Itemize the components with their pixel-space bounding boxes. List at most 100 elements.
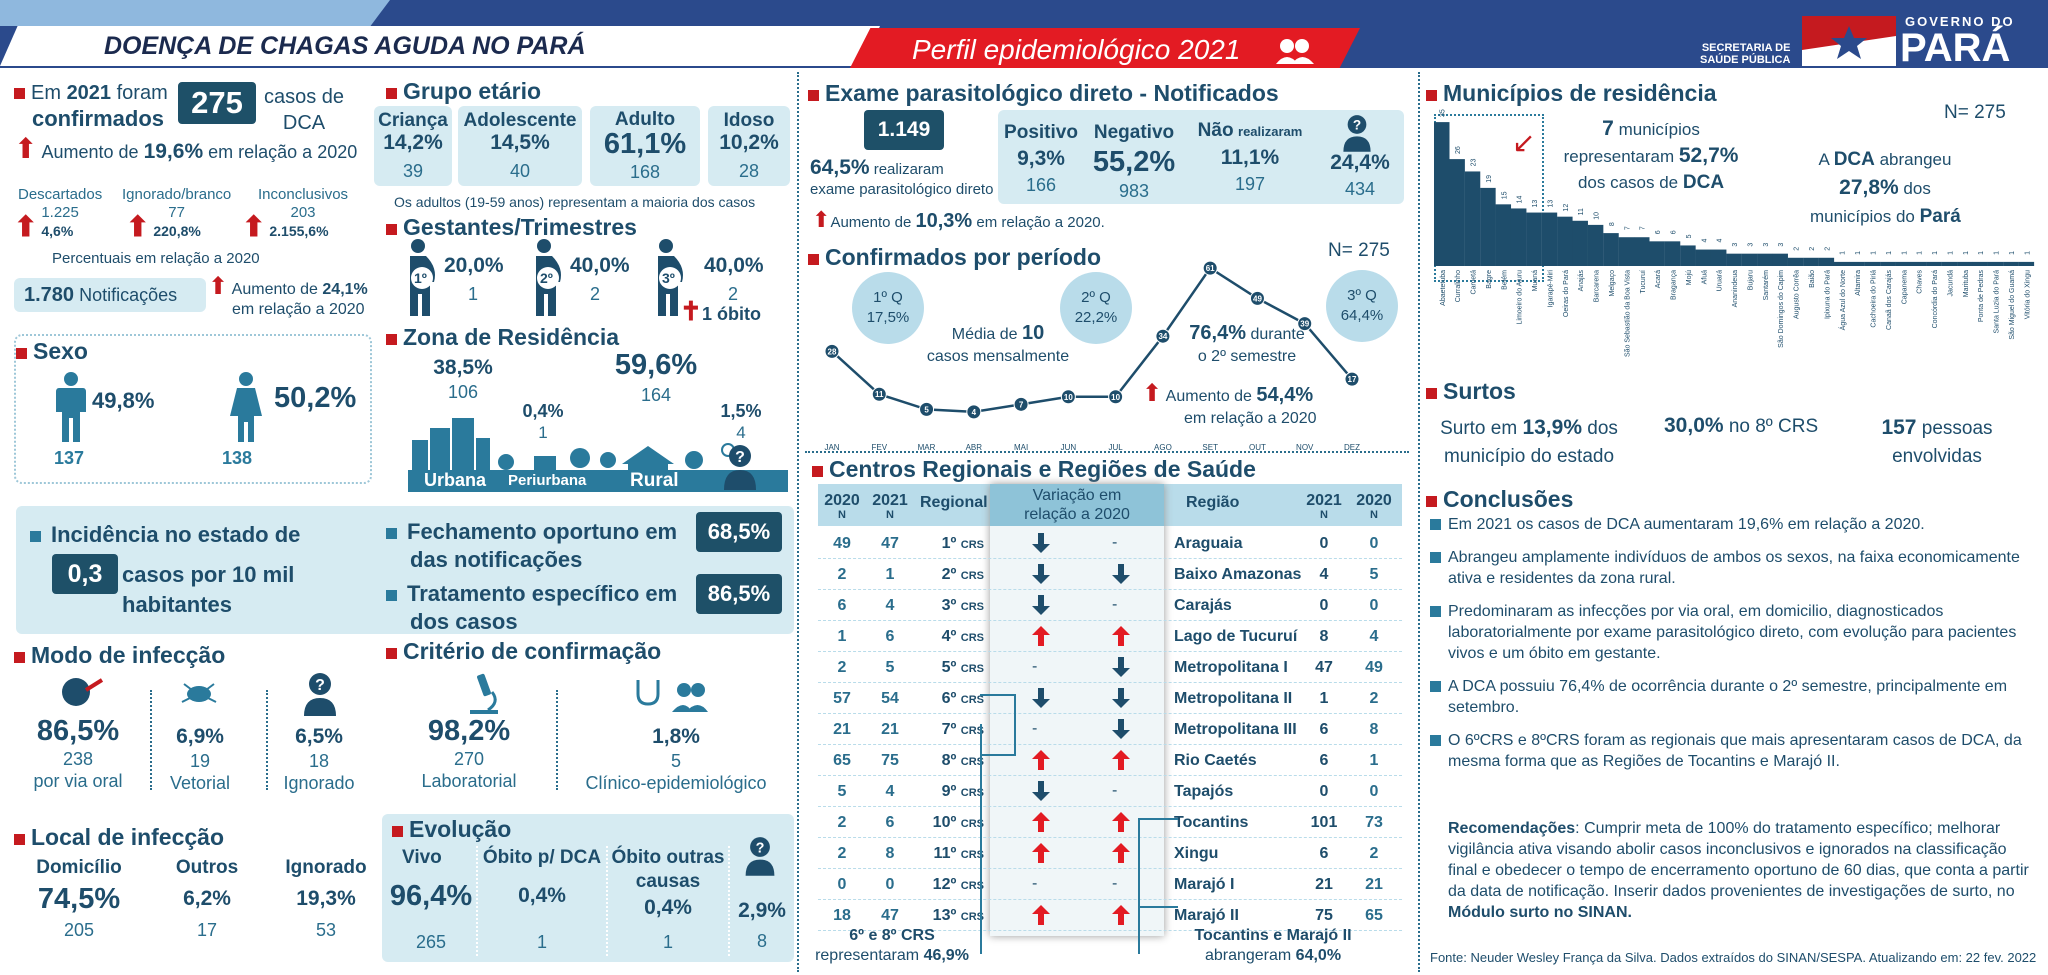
arrow-down-icon: [1032, 688, 1050, 714]
arrow-down-icon: [1032, 564, 1050, 590]
cell-regiao: Marajó II: [1174, 907, 1239, 924]
tick-label: Água Azul do Norte: [1838, 270, 1847, 330]
connector-left-down: [980, 724, 982, 954]
zona-urbana-pct: 38,5% 106: [433, 356, 493, 402]
tick-label: Anajás: [1578, 270, 1585, 292]
grupo-adolescente: Adolescente 14,5% 40: [458, 106, 582, 186]
zona-title: Zona de Residência: [386, 324, 619, 351]
data-label: 3: [1732, 243, 1739, 247]
bullet-icon: [1430, 735, 1441, 746]
centros-hvar: Variação em relação a 2020: [1024, 487, 1130, 523]
bar: [1864, 261, 1881, 266]
casos-block: Em 2021 foram: [14, 82, 168, 105]
header-title-bar: [0, 26, 880, 66]
q1-text: 1º Q 17,5%: [866, 289, 910, 326]
data-label: 14: [1517, 195, 1524, 203]
table-row: 21 21 7º CRS - Metropolitana III 6 8: [818, 714, 1402, 745]
criterio-lab: 98,2% 270 Laboratorial: [421, 715, 517, 791]
header-stripe: [0, 0, 390, 26]
gest-n-3: 2: [728, 284, 739, 304]
cell-regiao: Carajás: [1174, 597, 1232, 614]
cell-a20: 18: [833, 907, 851, 924]
table-row: 65 75 8º CRS Rio Caetés 6 1: [818, 745, 1402, 776]
incidencia-l2: casos por 10 mil habitantes: [122, 562, 295, 617]
periodo-n: N= 275: [1328, 240, 1390, 261]
evol-sep-1: [476, 846, 478, 956]
tick-label: Belém: [1501, 270, 1508, 290]
incidencia-val: 0,3: [52, 554, 118, 594]
bar: [1603, 233, 1619, 266]
tick-label: Marituba: [1963, 270, 1970, 297]
tick-label: Ananindeua: [1732, 270, 1739, 307]
data-point: [1108, 389, 1124, 405]
conclusao-text: Predominaram as infecções por via oral, …: [1448, 603, 2017, 662]
page-subtitle: Perfil epidemiológico 2021: [912, 34, 1241, 65]
municipios-n: N= 275: [1944, 102, 2006, 123]
connector-left: [980, 694, 1016, 756]
tick-label: Santarém: [1763, 270, 1770, 301]
bullet-icon: [1430, 552, 1441, 563]
tick-label: ABR: [966, 443, 983, 452]
gest-pct-2: 40,0%: [570, 254, 630, 277]
data-label: 26: [1455, 146, 1462, 154]
cell-regiao: Tocantins: [1174, 814, 1249, 831]
surtos-3: 157 pessoas envolvidas: [1881, 416, 1993, 467]
q2-text: 2º Q 22,2%: [1074, 289, 1118, 326]
arrow-up-icon: [1032, 843, 1050, 869]
cell-crs: 2º CRS: [941, 566, 984, 583]
inconclusivos-pct: ⬆ 2.155,6%: [242, 211, 329, 242]
tick-label: JUL: [1109, 443, 1124, 452]
cell-a21: 1: [885, 566, 895, 583]
separator-2: [1418, 72, 1420, 972]
cell-a21: 4: [885, 783, 895, 800]
gest-n-1: 1: [468, 284, 479, 304]
cell-a20: 6: [837, 597, 847, 614]
cell-a21: 47: [881, 535, 899, 552]
cell-a20: 5: [837, 783, 847, 800]
bar: [1541, 212, 1558, 266]
tick-label: JUN: [1061, 443, 1077, 452]
connector-right: [1138, 818, 1178, 908]
centros-h2021: 2021 N: [872, 492, 908, 522]
arrow-up-icon: [1112, 812, 1130, 838]
tick-label: Augusto Corrêa: [1794, 270, 1801, 319]
highlight-arrow: ↙: [1512, 127, 1536, 158]
exame-negativo: Negativo 55,2% 983: [1092, 122, 1176, 201]
data-label: 4: [1701, 239, 1708, 243]
bullet-icon: [1430, 681, 1441, 692]
data-label: 17: [1348, 375, 1357, 384]
modo-sep-1: [150, 690, 152, 790]
centros-var-header: [990, 484, 1164, 526]
list-item: A DCA possuiu 76,4% de ocorrência durant…: [1430, 676, 2034, 718]
bullet-icon: [1430, 606, 1441, 617]
arrow-down-icon: [1032, 595, 1050, 621]
data-point: [871, 386, 887, 402]
data-label: 4: [1717, 239, 1724, 243]
ignorado-pct: ⬆ 220,8%: [126, 211, 201, 242]
grupo-title: Grupo etário: [386, 78, 541, 105]
periodo-semestre: 76,4% durante o 2º semestre: [1189, 322, 1305, 365]
tick-label: FEV: [871, 443, 887, 452]
table-row: 49 47 1º CRS - Araguaia 0 0: [818, 528, 1402, 559]
data-label: 1: [1855, 251, 1862, 255]
bar: [1803, 257, 1819, 266]
tick-label: Melgaço: [1609, 270, 1616, 297]
data-label: 3: [1747, 243, 1754, 247]
cell-b21: 21: [1315, 876, 1333, 893]
percentuais-note: Percentuais em relação a 2020: [52, 250, 260, 267]
centros-h2020b: 2020 N: [1356, 492, 1392, 522]
evolucao-box: [382, 814, 794, 962]
exame-aumento: ⬆Aumento de 10,3% em relação a 2020.: [812, 207, 1105, 233]
subtitle-bar: [850, 28, 1360, 68]
tick-label: Ponta de Pedras: [1978, 270, 1985, 323]
zona-peri-label: Periurbana: [508, 472, 587, 489]
cell-a21: 8: [885, 845, 895, 862]
dash-icon: -: [1112, 534, 1118, 551]
cell-a20: 65: [833, 752, 851, 769]
male-pct: 49,8%: [92, 388, 155, 413]
gest-pct-1: 20,0%: [444, 254, 504, 277]
cell-a21: 47: [881, 907, 899, 924]
data-point: [824, 343, 840, 359]
data-label: 1: [1886, 251, 1893, 255]
pregnant-icon-2: [530, 238, 566, 321]
